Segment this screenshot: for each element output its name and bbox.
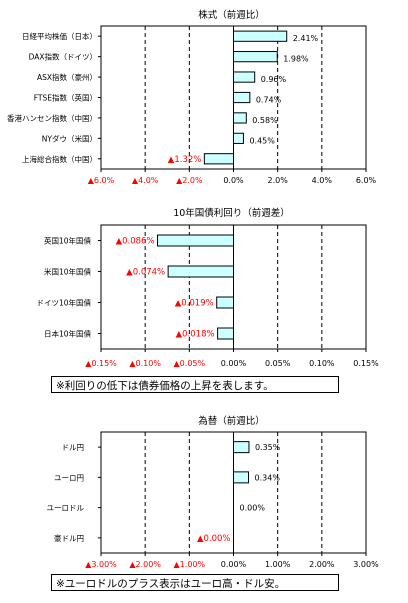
category-label: 日本10年国債 xyxy=(44,329,92,339)
chart-2: 10年国債利回り（前週差） 英国10年国債 ▲0.086% 米国10年国債 ▲0.074… xyxy=(36,207,379,368)
chart-title: 株式（前週比） xyxy=(198,9,265,21)
x-tick-label: 2.0% xyxy=(268,176,289,185)
x-tick-label: 0.05% xyxy=(265,359,291,368)
value-label: 0.45% xyxy=(249,136,275,145)
category-label: ドイツ10年国債 xyxy=(36,298,91,308)
category-label: FTSE指数（英国） xyxy=(34,93,97,103)
bar xyxy=(233,30,288,42)
value-label: 0.74% xyxy=(256,96,282,105)
value-label: ▲0.019% xyxy=(175,299,214,309)
bar xyxy=(203,153,235,165)
x-tick-label: 2.00% xyxy=(309,560,335,569)
chart-1: 株式（前週比） 日経平均株価（日本） 2.41% DAX指数（ドイツ） 1.98% ASX… xyxy=(7,9,377,185)
category-label: ユーロドル xyxy=(47,504,85,513)
bond-note: ※利回りの低下は債券価格の上昇を表します。 xyxy=(51,376,339,393)
x-tick-label: ▲2.0% xyxy=(176,176,203,185)
x-tick-label: ▲4.0% xyxy=(132,176,159,185)
bar xyxy=(233,71,256,83)
value-label: ▲0.018% xyxy=(176,330,215,340)
x-tick-label: ▲0.05% xyxy=(174,359,206,368)
x-tick-label: ▲2.00% xyxy=(129,560,161,569)
bar xyxy=(233,91,251,104)
x-tick-label: 0.00% xyxy=(221,359,247,368)
x-tick-label: 0.0% xyxy=(223,176,244,185)
value-label: 0.96% xyxy=(261,75,287,84)
value-label: 0.35% xyxy=(255,443,281,452)
category-label: 豪ドル円 xyxy=(54,533,84,543)
category-label: DAX指数（ドイツ） xyxy=(29,52,97,62)
bar xyxy=(217,327,235,340)
bar xyxy=(167,265,234,278)
category-label: 香港ハンセン指数（中国） xyxy=(7,113,97,123)
value-label: ▲0.086% xyxy=(116,237,155,247)
x-tick-label: 3.00% xyxy=(353,560,379,569)
chart-3: 為替（前週比） ドル円 0.35% ユーロ円 0.34% ユーロドル 0.00% 豪ドル円 ▲0… xyxy=(47,415,380,569)
bar xyxy=(233,112,247,124)
value-label: ▲0.00% xyxy=(197,534,231,544)
x-tick-label: 0.00% xyxy=(221,560,247,569)
x-tick-label: ▲3.00% xyxy=(85,560,117,569)
chart-title: 為替（前週比） xyxy=(198,415,265,427)
x-tick-label: ▲0.10% xyxy=(129,359,161,368)
x-tick-label: ▲1.00% xyxy=(174,560,206,569)
category-label: NYダウ（米国） xyxy=(42,133,97,143)
x-tick-label: 6.0% xyxy=(356,176,377,185)
value-label: ▲0.074% xyxy=(126,268,165,278)
x-tick-label: 4.0% xyxy=(312,176,333,185)
bar xyxy=(216,296,234,309)
x-tick-label: 1.00% xyxy=(265,560,291,569)
fx-note: ※ユーロドルのプラス表示はユーロ高・ドル安。 xyxy=(51,574,339,591)
bar xyxy=(233,51,278,63)
x-tick-label: ▲6.0% xyxy=(88,176,115,185)
category-label: ASX指数（豪州） xyxy=(37,72,97,82)
x-tick-label: 0.10% xyxy=(309,359,335,368)
category-label: 米国10年国債 xyxy=(44,267,92,277)
bar xyxy=(233,441,250,454)
chart-title: 10年国債利回り（前週差） xyxy=(173,207,290,219)
category-label: ドル円 xyxy=(62,443,85,452)
value-label: ▲1.32% xyxy=(168,155,202,165)
value-label: 1.98% xyxy=(283,55,309,64)
value-label: 0.58% xyxy=(252,116,278,125)
category-label: 日経平均株価（日本） xyxy=(22,31,97,41)
value-label: 0.34% xyxy=(255,473,281,482)
x-tick-label: 0.15% xyxy=(353,359,379,368)
bar xyxy=(157,234,235,247)
value-label: 2.41% xyxy=(293,34,319,43)
bar xyxy=(233,471,250,484)
category-label: 上海総合指数（中国） xyxy=(22,154,97,164)
category-label: ユーロ円 xyxy=(54,473,84,482)
x-tick-label: ▲0.15% xyxy=(85,359,117,368)
value-label: 0.00% xyxy=(240,504,266,513)
category-label: 英国10年国債 xyxy=(44,236,92,246)
bar xyxy=(233,132,244,144)
